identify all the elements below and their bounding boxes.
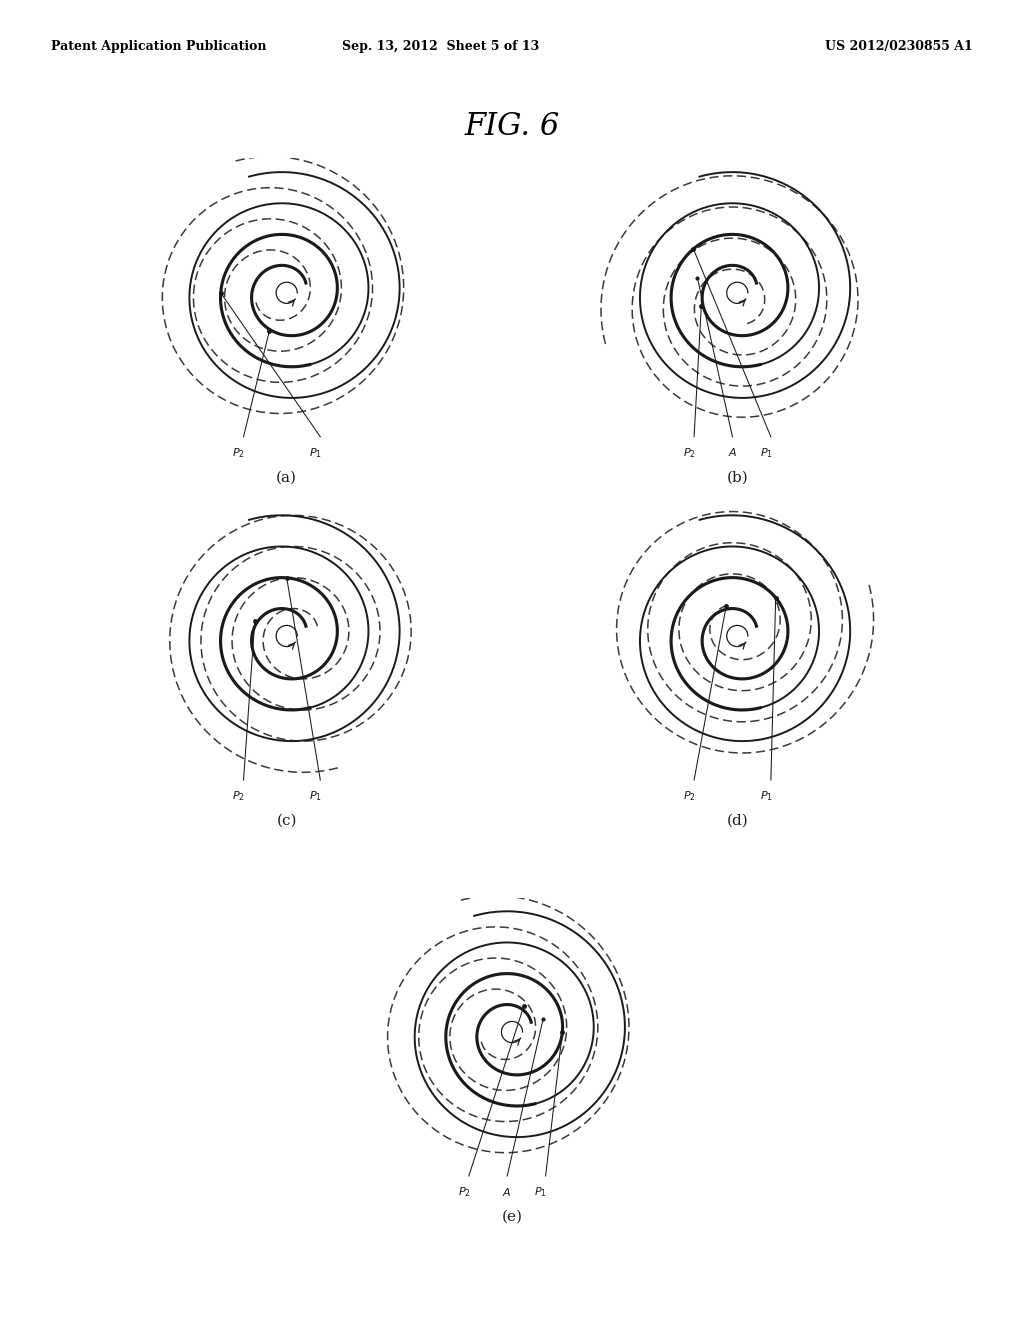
Text: (b): (b) [726,470,749,484]
Text: $P_1$: $P_1$ [309,789,322,804]
Text: $A$: $A$ [728,446,737,458]
Text: (c): (c) [276,813,297,828]
Text: $P_2$: $P_2$ [232,446,245,461]
Text: $P_1$: $P_1$ [760,789,772,804]
Text: $P_2$: $P_2$ [683,446,695,461]
Text: Patent Application Publication: Patent Application Publication [51,40,266,53]
Text: $A$: $A$ [503,1185,512,1197]
Text: $P_1$: $P_1$ [535,1185,547,1200]
Text: $P_2$: $P_2$ [683,789,695,804]
Text: $P_1$: $P_1$ [760,446,772,461]
Text: $P_1$: $P_1$ [309,446,322,461]
Text: (a): (a) [276,470,297,484]
Text: FIG. 6: FIG. 6 [464,111,560,141]
Text: US 2012/0230855 A1: US 2012/0230855 A1 [825,40,973,53]
Text: Sep. 13, 2012  Sheet 5 of 13: Sep. 13, 2012 Sheet 5 of 13 [342,40,539,53]
Text: (d): (d) [726,813,749,828]
Text: $P_2$: $P_2$ [232,789,245,804]
Text: (e): (e) [502,1209,522,1224]
Text: $P_2$: $P_2$ [458,1185,470,1200]
